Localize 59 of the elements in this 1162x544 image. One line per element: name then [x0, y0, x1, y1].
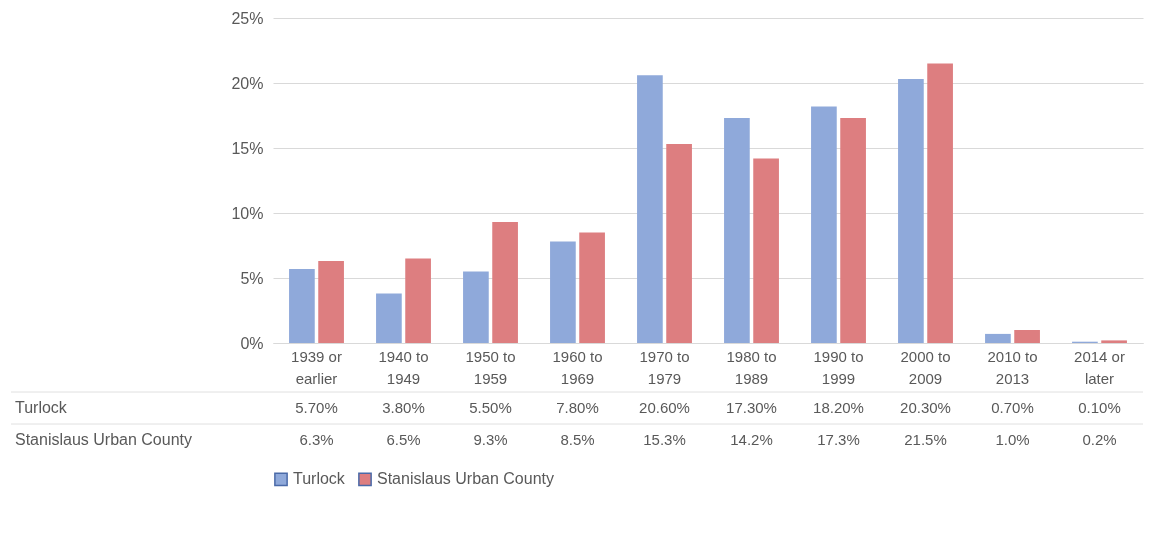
- x-tick-label: 1950 to 1959: [465, 347, 516, 387]
- legend-label: Stanislaus Urban County: [377, 470, 554, 488]
- bar: [579, 232, 605, 343]
- x-tick-label: 1980 to 1989: [726, 347, 777, 387]
- x-tick-label: 1960 to 1969: [552, 347, 603, 387]
- text: Stanislaus Urban County: [15, 431, 192, 448]
- bar: [463, 271, 489, 343]
- bar: [1014, 330, 1040, 343]
- bar: [753, 158, 779, 343]
- x-tick-label: 1970 to 1979: [639, 347, 690, 387]
- x-tick-label: 2000 to 2009: [900, 347, 951, 387]
- bar: [492, 222, 518, 343]
- y-tick-label: 10%: [231, 204, 264, 222]
- y-tick-label: 15%: [231, 139, 264, 157]
- data-label: 6.5%: [386, 431, 421, 448]
- bar: [811, 106, 837, 343]
- data-label: 6.3%: [299, 431, 334, 448]
- data-label: 3.80%: [382, 399, 425, 416]
- data-label: 20.30%: [900, 399, 951, 416]
- data-label: 0.10%: [1078, 399, 1121, 416]
- data-label: 9.3%: [473, 431, 508, 448]
- x-tick-label: 1939 or earlier: [291, 347, 342, 387]
- data-label: 14.2%: [730, 431, 773, 448]
- bar: [666, 144, 692, 343]
- data-label: 20.60%: [639, 399, 690, 416]
- bar: [318, 261, 344, 343]
- x-tick-label: 1940 to 1949: [378, 347, 429, 387]
- x-tick-label: 1990 to 1999: [813, 347, 864, 387]
- data-label: 17.3%: [817, 431, 860, 448]
- bar: [289, 268, 315, 343]
- bar: [724, 118, 750, 343]
- data-label: 5.50%: [469, 399, 512, 416]
- bar: [637, 75, 663, 343]
- data-label: 5.70%: [295, 399, 338, 416]
- data-label: 15.3%: [643, 431, 686, 448]
- bar: [898, 79, 924, 343]
- data-label: 7.80%: [556, 399, 599, 416]
- bar: [550, 241, 576, 343]
- bar: [985, 333, 1011, 343]
- data-label: 0.2%: [1082, 431, 1117, 448]
- bar: [840, 118, 866, 343]
- data-label: 21.5%: [904, 431, 947, 448]
- bar: [376, 293, 402, 343]
- y-tick-label: 0%: [240, 334, 264, 352]
- x-tick-label: 2014 or later: [1074, 347, 1125, 387]
- data-label: 18.20%: [813, 399, 864, 416]
- data-label: 0.70%: [991, 399, 1034, 416]
- x-tick-label: 2010 to 2013: [987, 347, 1038, 387]
- bar: [405, 258, 431, 343]
- bar: [1101, 340, 1127, 343]
- legend-label: Turlock: [293, 470, 346, 488]
- y-tick-label: 20%: [231, 74, 264, 92]
- text: Turlock: [15, 399, 67, 416]
- y-tick-label: 5%: [240, 269, 264, 287]
- data-label: 1.0%: [995, 431, 1030, 448]
- bar: [927, 63, 953, 343]
- y-tick-label: 25%: [231, 9, 264, 27]
- data-label: 17.30%: [726, 399, 777, 416]
- data-label: 8.5%: [560, 431, 595, 448]
